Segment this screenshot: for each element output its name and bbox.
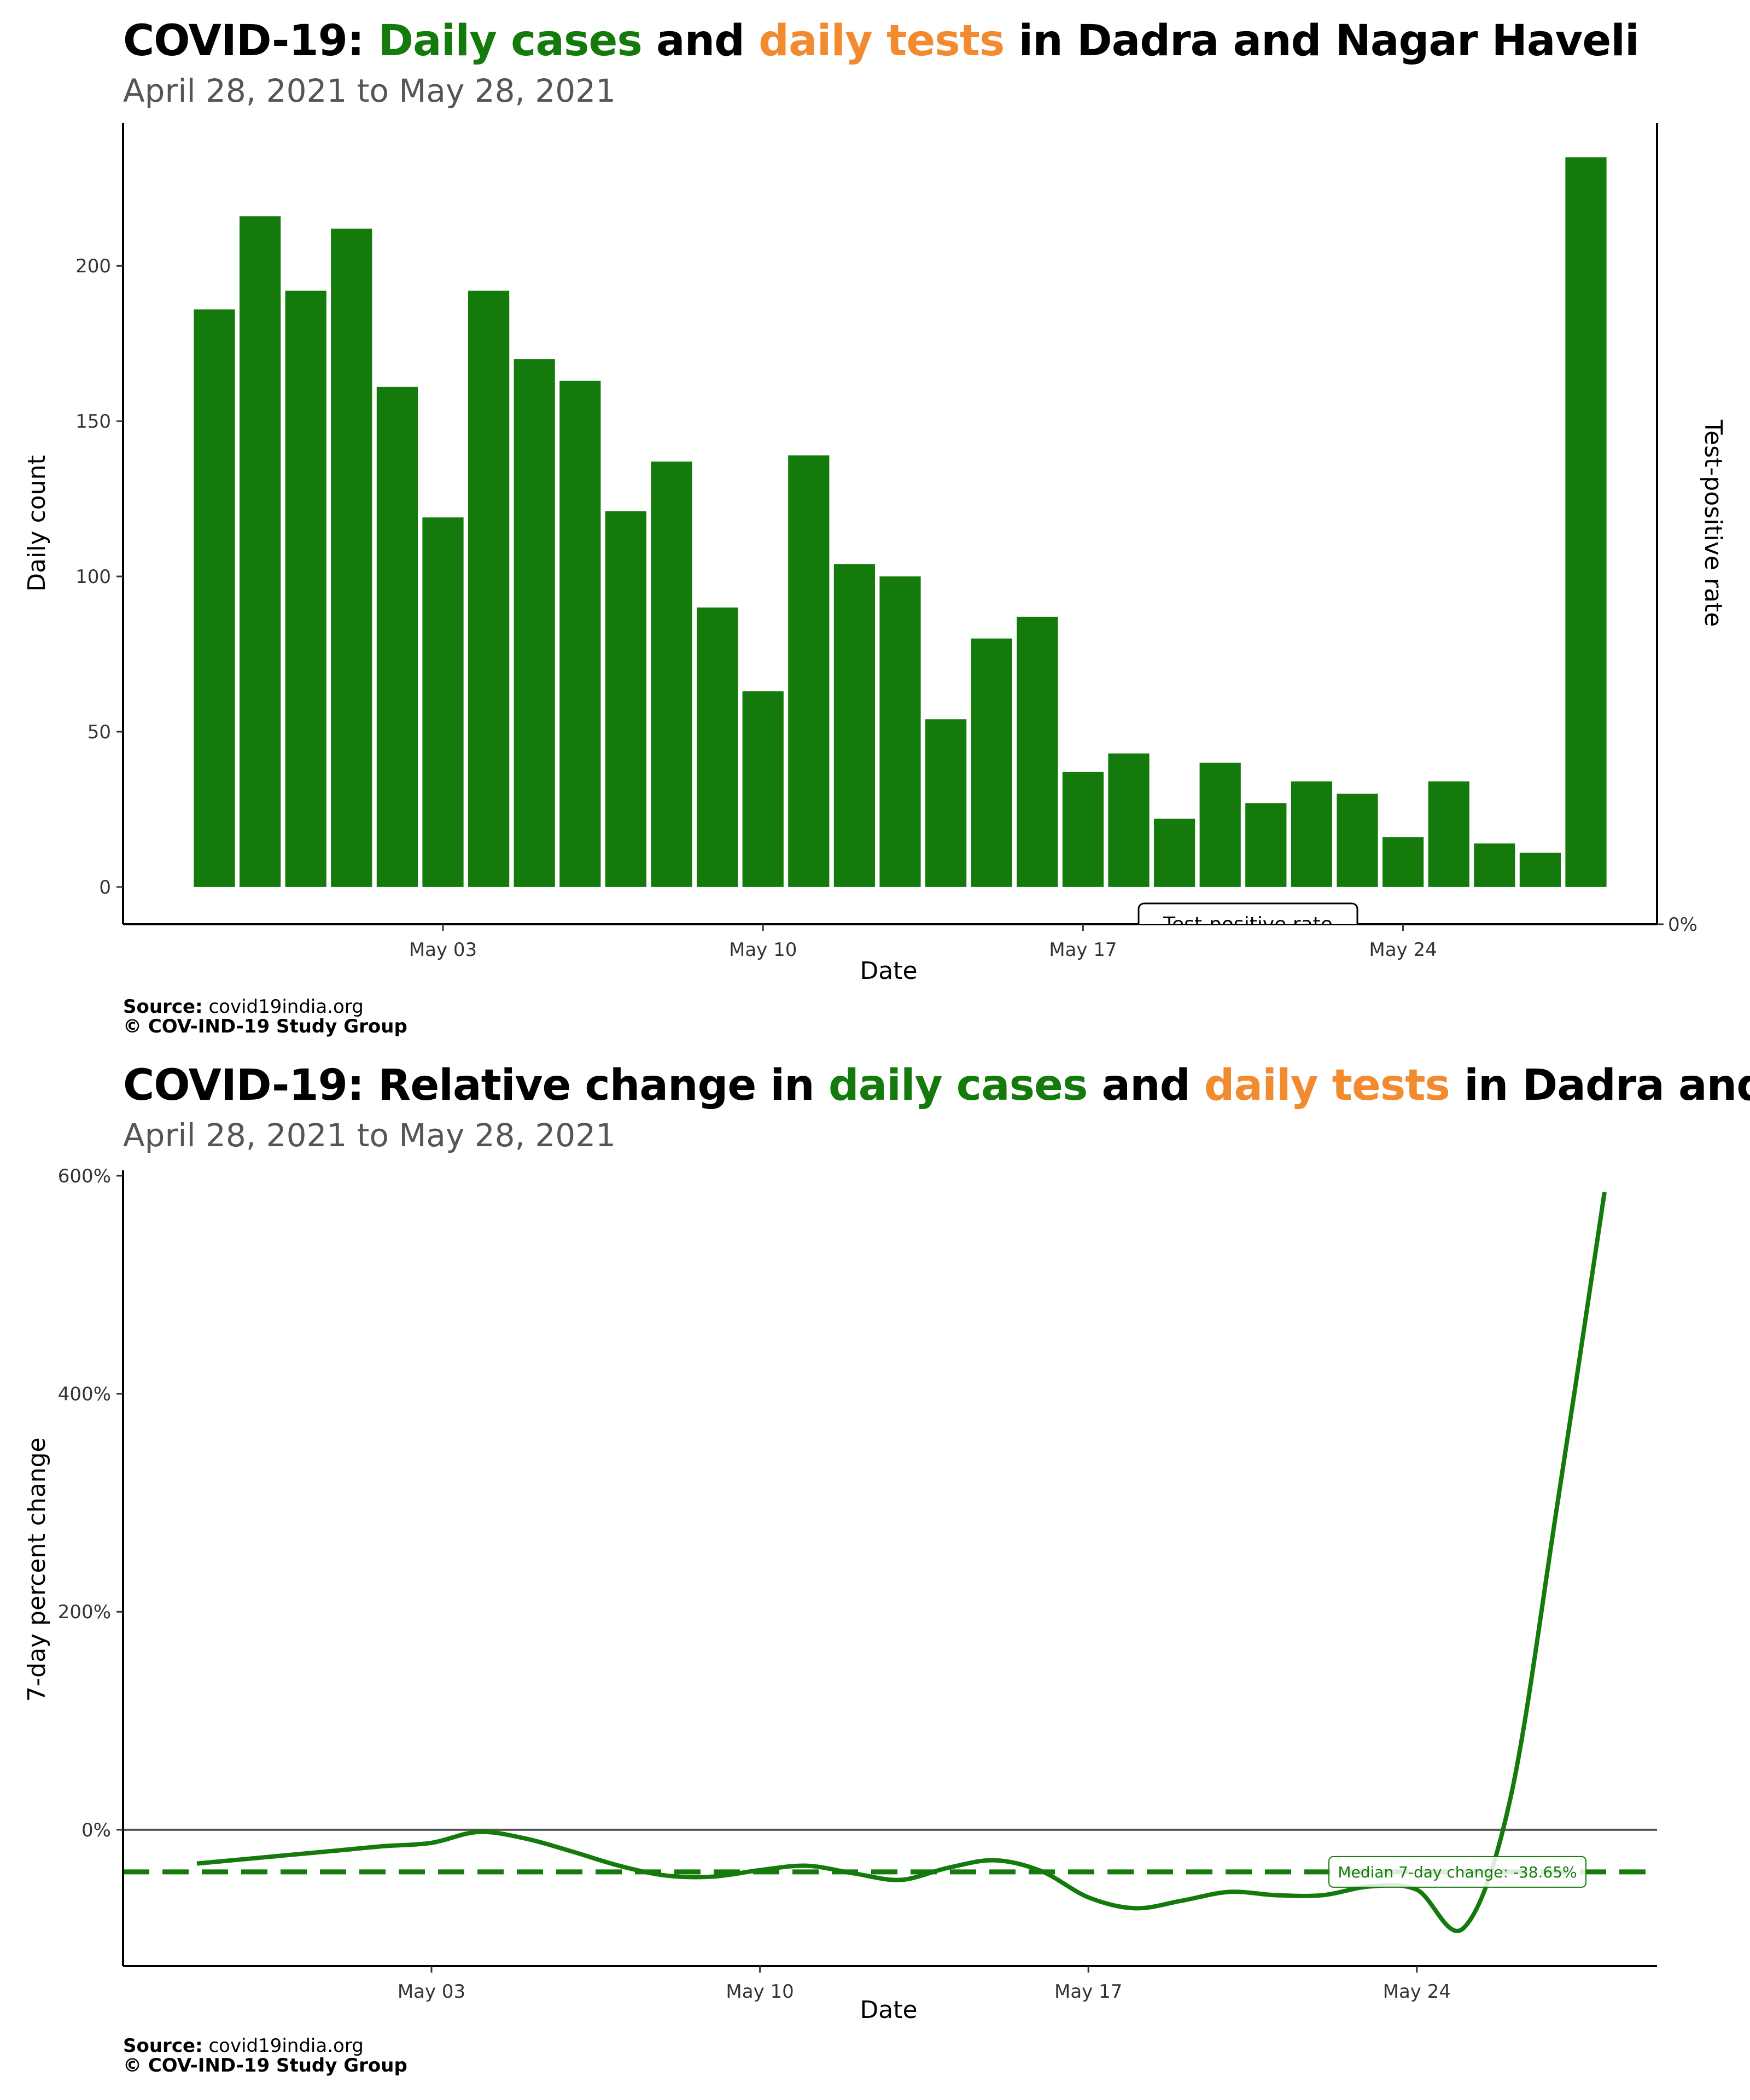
daily-cases-panel: COVID-19: Daily cases and daily tests in… (0, 0, 1750, 1045)
bar (788, 455, 830, 887)
cases-change-line (196, 1192, 1607, 1933)
bar (1291, 781, 1333, 887)
source-caption: Source: covid19india.org (123, 2035, 364, 2056)
bar (605, 511, 647, 887)
chart-subtitle: April 28, 2021 to May 28, 2021 (123, 72, 616, 109)
chart-subtitle: April 28, 2021 to May 28, 2021 (123, 1117, 616, 1154)
bar (1017, 616, 1058, 887)
bar (1199, 762, 1241, 887)
daily-cases-chart: 0 50 100 150 200 May 03 May 10 May 17 May 24 0%… (23, 123, 1727, 985)
source-label: Source: (123, 2035, 203, 2057)
bar (331, 229, 372, 887)
bar (651, 461, 692, 887)
x-tick-label: May 24 (1383, 1981, 1451, 2003)
bar (1337, 794, 1378, 887)
title-prefix: COVID-19: (123, 16, 378, 66)
x-tick-label: May 03 (398, 1981, 465, 2003)
bar (925, 719, 967, 887)
y-tick-label: 600% (58, 1165, 111, 1187)
x-tick-label: May 10 (729, 939, 797, 961)
bar (1565, 157, 1607, 887)
bar (1108, 753, 1150, 887)
title-suffix: in Dadra and Nagar Haveli (1004, 16, 1640, 66)
bar (376, 387, 418, 887)
median-annotation: Median 7-day change: -38.65% (1328, 1856, 1586, 1888)
y-tick-label: 50 (88, 721, 111, 743)
chart-title: COVID-19: Daily cases and daily tests in… (123, 16, 1640, 66)
copyright-caption: © COV-IND-19 Study Group (123, 1016, 407, 1037)
y2-tick-label: 0% (1668, 914, 1698, 936)
y-tick-label: 400% (58, 1384, 111, 1405)
copyright-caption: © COV-IND-19 Study Group (123, 2055, 407, 2076)
bar (239, 216, 281, 887)
bar (1245, 803, 1287, 887)
legend-box: Test-positive rate (1138, 902, 1358, 936)
y-tick-label: 200 (75, 255, 111, 277)
bar (833, 564, 876, 887)
y2-axis-title: Test-positive rate (1699, 419, 1727, 627)
x-axis-title: Date (860, 957, 917, 985)
y-tick-label: 150 (75, 411, 111, 433)
title-tests-highlight: daily tests (759, 16, 1005, 66)
bar (285, 290, 326, 887)
bar (1474, 843, 1515, 887)
bar (696, 607, 738, 887)
bar (879, 576, 921, 887)
chart-title: COVID-19: Relative change in daily cases… (123, 1061, 1750, 1110)
bar (742, 691, 784, 887)
relative-change-chart: Median 7-day change: -38.65% 0% 200% 400% 6… (23, 1165, 1657, 2024)
title-cases-highlight: Daily cases (378, 16, 642, 66)
title-prefix: COVID-19: Relative change in (123, 1061, 829, 1110)
source-value: covid19india.org (202, 996, 364, 1018)
y-tick-label: 200% (58, 1601, 111, 1623)
x-axis-title: Date (860, 1996, 917, 2024)
bar (468, 290, 510, 887)
bar (1428, 781, 1469, 887)
y-tick-label: 0% (81, 1819, 111, 1841)
bar (1153, 818, 1195, 887)
title-mid: and (641, 16, 759, 66)
title-suffix: in Dadra and Nagar Haveli (1464, 1061, 1750, 1110)
bar (194, 309, 235, 887)
x-tick-label: May 10 (726, 1981, 794, 2003)
x-tick-label: May 24 (1369, 939, 1437, 961)
bar (1062, 772, 1104, 887)
title-mid: and (1087, 1061, 1204, 1110)
x-tick-label: May 03 (409, 939, 477, 961)
bar (1382, 837, 1424, 887)
x-tick-label: May 17 (1049, 939, 1117, 961)
title-tests-highlight: daily tests (1204, 1061, 1450, 1110)
relative-change-panel: COVID-19: Relative change in daily cases… (0, 1045, 1750, 2100)
bar (971, 638, 1012, 887)
y-tick-label: 0 (99, 877, 111, 899)
bar (422, 517, 464, 887)
y-axis-title: Daily count (23, 455, 51, 591)
x-tick-label: May 17 (1054, 1981, 1122, 2003)
source-label: Source: (123, 996, 203, 1018)
bar (514, 359, 555, 887)
title-cases-highlight: daily cases (828, 1061, 1088, 1110)
median-annotation-label: Median 7-day change: -38.65% (1338, 1863, 1577, 1881)
source-caption: Source: covid19india.org (123, 996, 364, 1017)
source-value: covid19india.org (202, 2035, 364, 2057)
y-tick-label: 100 (75, 566, 111, 588)
legend-label: Test-positive rate (1163, 913, 1333, 936)
y-axis-title: 7-day percent change (23, 1437, 51, 1701)
bar (1519, 853, 1561, 887)
bar (559, 381, 601, 887)
